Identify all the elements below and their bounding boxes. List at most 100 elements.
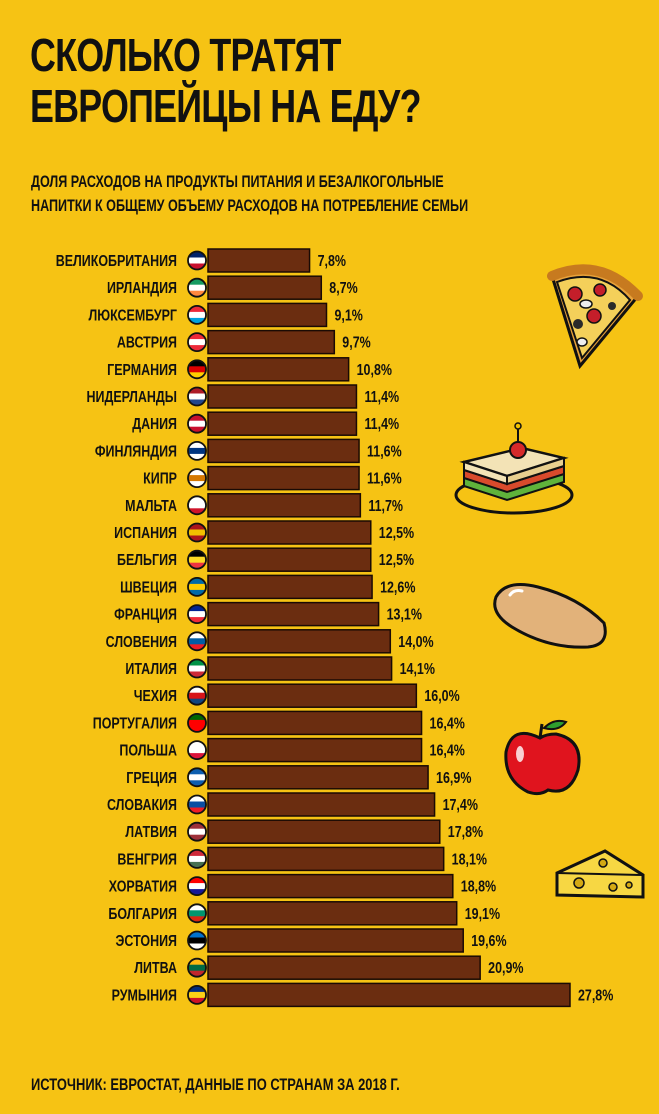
bar xyxy=(207,737,423,763)
flag-stripe xyxy=(188,284,206,292)
country-label: ВЕЛИКОБРИТАНИЯ xyxy=(56,253,177,271)
country-label: ПОЛЬША xyxy=(119,742,177,760)
country-label: АВСТРИЯ xyxy=(117,334,177,352)
flag-stripe xyxy=(188,916,206,923)
bar xyxy=(207,465,360,491)
value-label: 11,6% xyxy=(367,470,402,488)
bar xyxy=(207,928,464,953)
flag-stripe xyxy=(188,339,206,346)
bar xyxy=(207,357,350,382)
flag-stripe xyxy=(188,997,206,1004)
value-label: 9,7% xyxy=(342,334,371,352)
flag-icon xyxy=(188,333,206,352)
bar xyxy=(207,765,429,790)
source-note: ИСТОЧНИК: ЕВРОСТАТ, ДАННЫЕ ПО СТРАНАМ ЗА… xyxy=(31,1075,400,1094)
country-label: ИТАЛИЯ xyxy=(125,661,177,679)
flag-stripe xyxy=(188,453,206,460)
flag-outline xyxy=(187,685,207,706)
bar xyxy=(207,656,393,681)
bar xyxy=(207,275,323,300)
flag-outline xyxy=(187,413,207,434)
flag-outline xyxy=(187,740,207,760)
flag-stripe xyxy=(188,644,206,651)
bar xyxy=(207,493,362,518)
flag-stripe xyxy=(188,638,206,645)
country-label: БЕЛЬГИЯ xyxy=(117,552,177,570)
bar xyxy=(207,384,358,409)
flag-outline xyxy=(187,957,207,978)
flag-icon xyxy=(188,305,206,324)
flag-stripe xyxy=(188,278,206,286)
flag-stripe xyxy=(188,529,206,536)
flag-icon xyxy=(188,958,206,977)
country-label: ЛИТВА xyxy=(134,960,177,978)
bar xyxy=(207,901,458,926)
value-label: 19,1% xyxy=(465,905,501,923)
flag-stripe xyxy=(188,849,206,857)
flag-outline xyxy=(187,985,207,1005)
value-label: 16,0% xyxy=(424,688,460,706)
country-label: ФИНЛЯНДИЯ xyxy=(95,443,177,461)
value-label: 17,4% xyxy=(443,797,479,815)
country-label: ФРАНЦИЯ xyxy=(114,606,177,624)
flag-stripe xyxy=(188,372,206,379)
flag-stripe xyxy=(188,305,206,313)
flag-stripe xyxy=(188,263,206,270)
flag-outline xyxy=(187,359,207,380)
value-label: 18,1% xyxy=(452,851,488,869)
subtitle-line-1: ДОЛЯ РАСХОДОВ НА ПРОДУКТЫ ПИТАНИЯ И БЕЗА… xyxy=(31,172,444,191)
flag-stripe xyxy=(188,605,206,612)
country-label: РУМЫНИЯ xyxy=(112,987,177,1005)
bar xyxy=(207,955,481,980)
flag-stripe xyxy=(188,855,206,863)
value-label: 14,0% xyxy=(398,633,434,651)
value-label: 11,4% xyxy=(364,389,399,407)
flag-stripe xyxy=(188,725,206,732)
flag-stripe xyxy=(188,665,206,672)
flag-stripe xyxy=(188,481,206,488)
flag-icon xyxy=(188,877,206,896)
bar xyxy=(207,710,423,736)
flag-stripe xyxy=(188,317,206,324)
flag-icon xyxy=(188,822,206,841)
flag-outline xyxy=(187,304,207,325)
flag-outline xyxy=(187,903,207,924)
bar xyxy=(207,520,372,545)
bar xyxy=(207,846,445,872)
flag-outline xyxy=(187,250,207,271)
sandwich-icon xyxy=(454,422,574,515)
bread-icon xyxy=(493,583,607,649)
country-label: ЛАТВИЯ xyxy=(125,824,177,842)
flag-stripe xyxy=(188,768,206,775)
flag-stripe xyxy=(188,958,206,966)
bar xyxy=(207,873,454,899)
country-label: СЛОВАКИЯ xyxy=(107,797,177,815)
flag-outline xyxy=(187,468,207,489)
flag-outline xyxy=(187,767,207,788)
flag-icon xyxy=(188,605,206,624)
value-label: 13,1% xyxy=(387,606,423,624)
flag-outline xyxy=(187,577,207,597)
flag-stripe xyxy=(188,562,206,569)
flag-outline xyxy=(187,440,207,461)
value-label: 18,8% xyxy=(461,878,497,896)
flag-stripe xyxy=(188,807,206,814)
flag-icon xyxy=(188,985,206,1004)
flag-stripe xyxy=(188,943,206,950)
flag-stripe xyxy=(188,861,206,868)
flag-outline xyxy=(187,495,207,516)
flag-stripe xyxy=(188,447,206,455)
flag-stripe xyxy=(188,931,206,938)
value-label: 16,9% xyxy=(436,769,472,787)
country-label: НИДЕРЛАНДЫ xyxy=(87,389,177,407)
flag-stripe xyxy=(188,937,206,944)
flag-outline xyxy=(187,522,207,543)
flag-stripe xyxy=(188,904,206,911)
country-label: ПОРТУГАЛИЯ xyxy=(93,715,177,733)
flag-icon xyxy=(188,251,206,270)
value-label: 11,4% xyxy=(364,416,399,434)
flag-stripe xyxy=(188,692,206,700)
flag-icon xyxy=(188,713,206,732)
flag-stripe xyxy=(188,257,206,264)
flag-stripe xyxy=(188,469,206,476)
